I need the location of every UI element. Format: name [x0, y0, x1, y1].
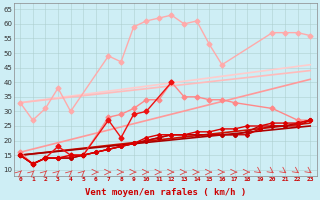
X-axis label: Vent moyen/en rafales ( km/h ): Vent moyen/en rafales ( km/h )	[84, 188, 246, 197]
